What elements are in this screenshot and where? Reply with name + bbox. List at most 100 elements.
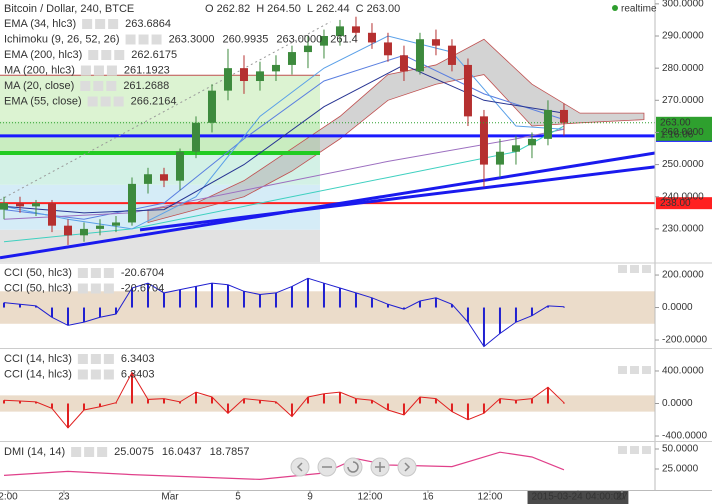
pane-button[interactable] bbox=[642, 265, 651, 273]
legend-icon[interactable] bbox=[88, 50, 99, 60]
candle-body bbox=[415, 39, 424, 72]
legend-icon[interactable] bbox=[95, 19, 106, 29]
x-tick-label: 27 bbox=[616, 492, 628, 503]
legend-icon[interactable] bbox=[80, 65, 91, 76]
y-tick-label: -400.0000 bbox=[662, 431, 707, 442]
legend-icon[interactable] bbox=[113, 96, 124, 107]
legend-icon[interactable] bbox=[151, 34, 162, 45]
y-tick-label: 250.0000 bbox=[662, 159, 704, 170]
legend-name: MA (200, hlc3) bbox=[4, 64, 75, 76]
pane-button[interactable] bbox=[618, 366, 627, 374]
legend-readout: 261.4 bbox=[330, 33, 358, 45]
legend-name: DMI (14, 14) bbox=[4, 446, 65, 458]
candle-body bbox=[527, 138, 536, 146]
legend-icon[interactable] bbox=[82, 19, 93, 29]
pane-button[interactable] bbox=[630, 446, 639, 454]
legend-icon[interactable] bbox=[103, 369, 114, 380]
candle-body bbox=[383, 42, 392, 56]
ohlc-value: 262.82 bbox=[217, 3, 251, 15]
candle-body bbox=[447, 45, 456, 65]
legend-readout: 6.3403 bbox=[121, 368, 155, 380]
candle-body bbox=[239, 68, 248, 82]
realtime-dot bbox=[612, 5, 618, 11]
legend-name: CCI (50, hlc3) bbox=[4, 282, 72, 294]
legend-icon[interactable] bbox=[77, 369, 88, 380]
legend-icon[interactable] bbox=[97, 447, 108, 457]
candle-body bbox=[335, 26, 344, 37]
legend-readout: 263.6864 bbox=[125, 18, 171, 30]
candle-body bbox=[271, 64, 280, 72]
scroll-left-button[interactable] bbox=[290, 457, 310, 477]
pane-button[interactable] bbox=[642, 366, 651, 374]
y-tick-label: 0.0000 bbox=[662, 302, 693, 313]
legend-icon[interactable] bbox=[138, 34, 149, 45]
legend-icon[interactable] bbox=[103, 354, 114, 364]
price-level-label: 238.00 bbox=[660, 198, 691, 209]
price-level-tag bbox=[656, 197, 712, 210]
reset-button[interactable] bbox=[343, 457, 363, 477]
legend-readout: 16.0437 bbox=[162, 446, 202, 458]
indicator-line bbox=[3, 125, 565, 243]
pane-button[interactable] bbox=[630, 366, 639, 374]
last-price-label: 263.00 bbox=[660, 117, 691, 128]
y-tick-label: 200.0000 bbox=[662, 270, 704, 281]
candle-body bbox=[511, 145, 520, 152]
legend-readout: 261.2688 bbox=[123, 80, 169, 92]
chart-title: Bitcoin / Dollar, 240, BTCE bbox=[4, 3, 134, 15]
candle-body bbox=[47, 203, 56, 226]
y-tick-label: 400.0000 bbox=[662, 366, 704, 377]
legend-icon[interactable] bbox=[103, 283, 114, 294]
pane-buttons[interactable] bbox=[618, 265, 651, 454]
candle-body bbox=[79, 228, 88, 236]
x-tick-label: 12:00 bbox=[477, 492, 502, 503]
legend-icon[interactable] bbox=[90, 268, 101, 278]
legend-icon[interactable] bbox=[106, 65, 117, 76]
legend-icon[interactable] bbox=[80, 81, 91, 91]
candle-body bbox=[127, 183, 136, 223]
candle-body bbox=[143, 174, 152, 184]
legend-icon[interactable] bbox=[84, 447, 95, 457]
candle-body bbox=[351, 26, 360, 33]
cci-band bbox=[0, 395, 655, 412]
pane-button[interactable] bbox=[618, 446, 627, 454]
pane-button[interactable] bbox=[642, 446, 651, 454]
legend-readout: 266.2164 bbox=[131, 95, 177, 107]
realtime-status: realtime bbox=[621, 4, 657, 15]
nav-glyphs bbox=[296, 461, 411, 473]
x-tick-label-current: 2015-03-24 04:00:00 bbox=[532, 492, 625, 503]
legend-icon[interactable] bbox=[125, 34, 136, 45]
legend-icon[interactable] bbox=[77, 268, 88, 278]
pane-button[interactable] bbox=[630, 265, 639, 273]
x-tick-label: 2:00 bbox=[0, 492, 18, 503]
legend-icon[interactable] bbox=[108, 19, 119, 29]
legend-icon[interactable] bbox=[93, 81, 104, 91]
candle-body bbox=[223, 68, 232, 91]
y-tick-label: 230.0000 bbox=[662, 224, 704, 235]
legend-readout: 263.0000 bbox=[276, 33, 322, 45]
legend-icon[interactable] bbox=[106, 81, 117, 91]
candle-body bbox=[479, 116, 488, 165]
legend-icon[interactable] bbox=[87, 96, 98, 107]
candle-body bbox=[207, 90, 216, 123]
legend-icon[interactable] bbox=[77, 354, 88, 364]
legend-icon[interactable] bbox=[114, 50, 125, 60]
legend-icon[interactable] bbox=[100, 96, 111, 107]
legend-icon[interactable] bbox=[90, 283, 101, 294]
x-tick-label: Mar bbox=[161, 492, 179, 503]
pane-button[interactable] bbox=[618, 265, 627, 273]
scroll-right-button[interactable] bbox=[397, 457, 417, 477]
candle-body bbox=[15, 203, 24, 207]
legend-readout: 262.6175 bbox=[131, 49, 177, 61]
last-price-tag bbox=[656, 116, 712, 141]
legend-icon[interactable] bbox=[101, 50, 112, 60]
legend-icon[interactable] bbox=[77, 283, 88, 294]
legend-icon[interactable] bbox=[90, 354, 101, 364]
candle-body bbox=[255, 71, 264, 82]
legend-icon[interactable] bbox=[71, 447, 82, 457]
candle-body bbox=[431, 39, 440, 46]
legend-icon[interactable] bbox=[90, 369, 101, 380]
legend-icon[interactable] bbox=[103, 268, 114, 278]
navigation-buttons[interactable] bbox=[290, 457, 417, 477]
legend-icon[interactable] bbox=[93, 65, 104, 76]
